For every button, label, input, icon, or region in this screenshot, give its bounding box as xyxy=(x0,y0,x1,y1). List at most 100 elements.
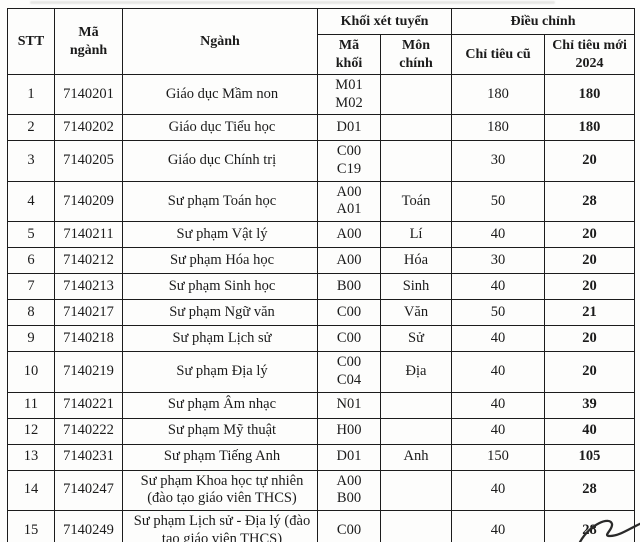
col-header-nganh: Ngành xyxy=(122,8,318,75)
table-row: 15 7140249 Sư phạm Lịch sử - Địa lý (đào… xyxy=(7,509,636,542)
cell-stt: 8 xyxy=(7,299,55,327)
cell-stt: 7 xyxy=(7,273,55,301)
cell-mon-chinh: Sử xyxy=(379,325,453,353)
cell-mon-chinh: Văn xyxy=(379,299,453,327)
cell-ma-nganh: 7140221 xyxy=(54,391,123,419)
cell-stt: 12 xyxy=(7,417,55,445)
cell-stt: 3 xyxy=(7,140,55,182)
cell-stt: 4 xyxy=(7,180,55,223)
cell-stt: 6 xyxy=(7,247,55,275)
cell-chi-tieu-moi: 28 xyxy=(544,469,636,511)
block-code-line: C00 xyxy=(336,303,362,320)
block-code-line: A00 xyxy=(336,225,362,242)
cell-nganh: Sư phạm Ngữ văn xyxy=(122,299,318,327)
table-row: 11 7140221 Sư phạm Âm nhạc N01 40 39 xyxy=(7,391,636,419)
cell-chi-tieu-moi: 20 xyxy=(544,351,636,393)
cell-nganh: Sư phạm Sinh học xyxy=(122,273,318,301)
col-header-mon-chinh: Môn chính xyxy=(379,34,453,75)
scan-smear-artifact xyxy=(30,1,555,4)
signature-scribble xyxy=(578,519,640,542)
cell-nganh: Sư phạm Lịch sử xyxy=(122,325,318,353)
cell-chi-tieu-moi: 28 xyxy=(544,180,636,223)
cell-mon-chinh xyxy=(379,73,453,116)
table-row: 9 7140218 Sư phạm Lịch sử C00 Sử 40 20 xyxy=(7,325,636,353)
table-row: 8 7140217 Sư phạm Ngữ văn C00 Văn 50 21 xyxy=(7,299,636,327)
cell-ma-nganh: 7140222 xyxy=(54,417,123,445)
table-row: 7 7140213 Sư phạm Sinh học B00 Sinh 40 2… xyxy=(7,273,636,301)
cell-chi-tieu-moi: 39 xyxy=(544,391,636,419)
cell-nganh: Sư phạm Toán học xyxy=(122,180,318,223)
block-code-line: C00 xyxy=(336,521,362,538)
cell-stt: 14 xyxy=(7,469,55,511)
block-code-line: C00 xyxy=(336,329,362,346)
col-header-ma-khoi: Mã khối xyxy=(317,34,381,75)
cell-ma-khoi: N01 xyxy=(317,391,381,419)
cell-chi-tieu-cu: 50 xyxy=(451,299,546,327)
block-code-line: B00 xyxy=(336,490,362,507)
block-code-line: H00 xyxy=(336,422,362,439)
cell-nganh: Sư phạm Khoa học tự nhiên (đào tạo giáo … xyxy=(122,469,318,511)
cell-mon-chinh: Địa xyxy=(379,351,453,393)
block-code-line: N01 xyxy=(336,396,362,413)
cell-mon-chinh xyxy=(379,509,453,542)
table-row: 4 7140209 Sư phạm Toán học A00 A01 Toán … xyxy=(7,180,636,223)
cell-nganh: Giáo dục Tiểu học xyxy=(122,114,318,142)
cell-ma-nganh: 7140218 xyxy=(54,325,123,353)
cell-ma-khoi: A00 xyxy=(317,221,381,249)
cell-chi-tieu-cu: 40 xyxy=(451,351,546,393)
cell-mon-chinh xyxy=(379,140,453,182)
block-code-line: A00 xyxy=(336,183,362,200)
cell-nganh: Giáo dục Chính trị xyxy=(122,140,318,182)
table-header: STT Mã ngành Ngành Khối xét tuyển Điều c… xyxy=(7,8,636,75)
cell-ma-khoi: C00 xyxy=(317,509,381,542)
cell-chi-tieu-cu: 50 xyxy=(451,180,546,223)
cell-mon-chinh xyxy=(379,417,453,445)
block-code-line: C00 xyxy=(336,143,362,160)
cell-stt: 1 xyxy=(7,73,55,116)
cell-chi-tieu-moi: 20 xyxy=(544,325,636,353)
cell-ma-nganh: 7140249 xyxy=(54,509,123,542)
table-row: 5 7140211 Sư phạm Vật lý A00 Lí 40 20 xyxy=(7,221,636,249)
cell-chi-tieu-moi: 105 xyxy=(544,443,636,471)
admission-quota-table: STT Mã ngành Ngành Khối xét tuyển Điều c… xyxy=(7,8,636,542)
cell-ma-khoi: C00 C19 xyxy=(317,140,381,182)
block-code-line: A00 xyxy=(336,472,362,489)
cell-nganh: Sư phạm Địa lý xyxy=(122,351,318,393)
cell-ma-khoi: B00 xyxy=(317,273,381,301)
cell-chi-tieu-moi: 21 xyxy=(544,299,636,327)
cell-chi-tieu-cu: 40 xyxy=(451,417,546,445)
cell-chi-tieu-moi: 40 xyxy=(544,417,636,445)
cell-ma-khoi: A00 A01 xyxy=(317,180,381,223)
cell-chi-tieu-cu: 40 xyxy=(451,391,546,419)
block-code-line: M02 xyxy=(335,94,363,111)
table-row: 10 7140219 Sư phạm Địa lý C00 C04 Địa 40… xyxy=(7,351,636,393)
block-code-line: D01 xyxy=(336,448,362,465)
cell-mon-chinh xyxy=(379,114,453,142)
block-code-line: B00 xyxy=(336,277,362,294)
cell-ma-khoi: D01 xyxy=(317,443,381,471)
cell-chi-tieu-cu: 40 xyxy=(451,469,546,511)
cell-chi-tieu-cu: 40 xyxy=(451,325,546,353)
cell-ma-nganh: 7140219 xyxy=(54,351,123,393)
cell-ma-khoi: C00 C04 xyxy=(317,351,381,393)
cell-chi-tieu-moi: 20 xyxy=(544,273,636,301)
cell-stt: 2 xyxy=(7,114,55,142)
col-header-ma-nganh: Mã ngành xyxy=(54,8,123,75)
col-header-dieu-chinh: Điều chỉnh xyxy=(451,8,636,35)
cell-stt: 5 xyxy=(7,221,55,249)
cell-ma-nganh: 7140217 xyxy=(54,299,123,327)
table-row: 13 7140231 Sư phạm Tiếng Anh D01 Anh 150… xyxy=(7,443,636,471)
cell-ma-nganh: 7140205 xyxy=(54,140,123,182)
cell-nganh: Sư phạm Tiếng Anh xyxy=(122,443,318,471)
cell-ma-nganh: 7140213 xyxy=(54,273,123,301)
block-code-line: A01 xyxy=(336,201,362,218)
col-header-stt: STT xyxy=(7,8,55,75)
cell-mon-chinh xyxy=(379,391,453,419)
block-code-line: C19 xyxy=(336,161,362,178)
cell-stt: 15 xyxy=(7,509,55,542)
cell-stt: 9 xyxy=(7,325,55,353)
cell-ma-khoi: D01 xyxy=(317,114,381,142)
cell-chi-tieu-moi: 20 xyxy=(544,221,636,249)
cell-mon-chinh: Hóa xyxy=(379,247,453,275)
cell-ma-nganh: 7140211 xyxy=(54,221,123,249)
